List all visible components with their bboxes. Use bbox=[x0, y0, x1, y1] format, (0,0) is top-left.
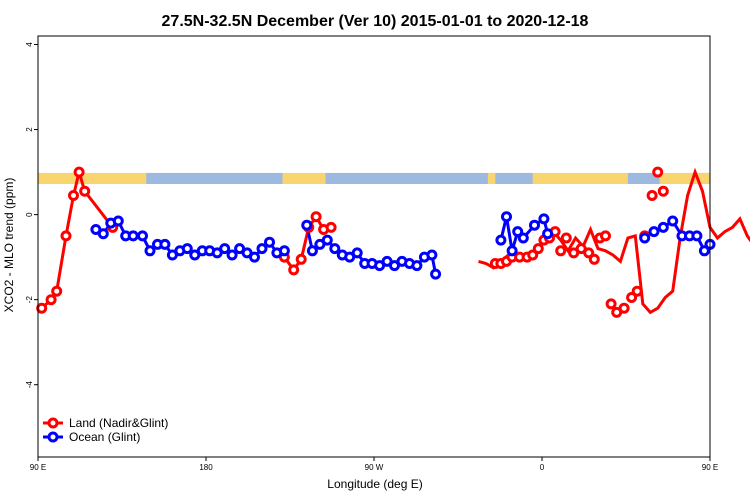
land-data-point bbox=[60, 230, 72, 242]
ocean-data-point bbox=[506, 245, 518, 257]
land-data-point bbox=[45, 294, 57, 306]
land-data-point bbox=[310, 211, 322, 223]
ocean-data-point bbox=[301, 219, 313, 231]
ocean-data-point bbox=[495, 234, 507, 246]
ocean-data-point bbox=[351, 247, 363, 259]
land-data-point bbox=[631, 285, 643, 297]
land-band-segment bbox=[282, 172, 326, 184]
ocean-data-point bbox=[426, 249, 438, 261]
y-tick-label: -4 bbox=[25, 381, 34, 389]
land-data-point bbox=[626, 292, 638, 303]
ocean-data-point bbox=[249, 251, 260, 263]
ocean-data-point bbox=[517, 232, 529, 244]
y-tick-label: 4 bbox=[25, 42, 34, 47]
ocean-data-point bbox=[657, 221, 669, 233]
ocean-data-point bbox=[329, 243, 341, 255]
land-band-segment bbox=[38, 172, 147, 184]
ocean-data-point bbox=[159, 238, 171, 250]
x-axis-ticks: 90 E 180 90 W 0 90 E bbox=[30, 457, 718, 472]
ocean-data-point bbox=[698, 245, 710, 257]
land-data-point bbox=[575, 243, 587, 255]
land-ocean-mask-band bbox=[38, 172, 710, 184]
land-data-point bbox=[568, 247, 580, 259]
ocean-data-point bbox=[538, 213, 550, 225]
ocean-data-point bbox=[181, 243, 193, 255]
legend-ocean-marker bbox=[47, 431, 59, 443]
ocean-data-point bbox=[691, 230, 703, 242]
ocean-data-point bbox=[211, 247, 223, 259]
y-axis-label: XCO2 - MLO trend (ppm) bbox=[2, 178, 16, 313]
ocean-data-point bbox=[648, 226, 660, 238]
ocean-data-point bbox=[667, 215, 679, 227]
x-tick-label: 90 W bbox=[365, 463, 384, 472]
land-data-point bbox=[555, 245, 567, 257]
ocean-data-point bbox=[542, 228, 554, 240]
x-tick-label: 90 E bbox=[702, 463, 718, 472]
y-tick-label: -2 bbox=[25, 296, 34, 304]
chart-title: 27.5N-32.5N December (Ver 10) 2015-01-01… bbox=[162, 13, 589, 30]
ocean-data-point bbox=[278, 245, 290, 257]
x-tick-label: 0 bbox=[540, 463, 545, 472]
y-tick-label: 2 bbox=[25, 127, 34, 132]
ocean-data-point bbox=[112, 215, 124, 227]
x-tick-label: 180 bbox=[199, 463, 213, 472]
series-points bbox=[36, 166, 716, 318]
y-axis-ticks: 4 2 0 -2 -4 bbox=[25, 42, 38, 389]
land-data-point bbox=[600, 230, 611, 242]
land-data-point bbox=[652, 166, 664, 178]
legend-land-label: Land (Nadir&Glint) bbox=[69, 416, 168, 430]
ocean-data-point bbox=[137, 230, 148, 242]
ocean-data-point bbox=[97, 228, 109, 240]
land-data-point bbox=[79, 185, 91, 197]
land-band-segment bbox=[532, 172, 628, 184]
y-tick-label: 0 bbox=[25, 212, 34, 217]
ocean-data-point bbox=[264, 236, 275, 248]
land-data-point bbox=[73, 166, 85, 178]
ocean-data-point bbox=[411, 260, 423, 272]
ocean-data-point bbox=[639, 232, 651, 244]
land-data-point bbox=[532, 243, 544, 255]
land-band-segment bbox=[487, 172, 496, 184]
ocean-data-point bbox=[306, 245, 318, 257]
land-data-point bbox=[618, 302, 630, 314]
ocean-data-point bbox=[144, 245, 156, 257]
land-data-point bbox=[527, 249, 539, 261]
x-tick-label: 90 E bbox=[30, 463, 46, 472]
land-data-point bbox=[51, 285, 63, 297]
ocean-band bbox=[38, 172, 710, 184]
legend-land-marker bbox=[47, 417, 59, 429]
land-data-point bbox=[325, 221, 337, 233]
plot-frame bbox=[37, 35, 711, 458]
ocean-data-point bbox=[321, 234, 333, 246]
ocean-data-point bbox=[226, 249, 238, 261]
legend: Land (Nadir&Glint) Ocean (Glint) bbox=[43, 416, 168, 444]
land-data-point bbox=[588, 253, 600, 265]
land-band-segment bbox=[659, 172, 710, 184]
land-data-point bbox=[605, 298, 617, 310]
land-data-point bbox=[288, 264, 300, 276]
x-axis-label: Longitude (deg E) bbox=[327, 477, 422, 491]
legend-ocean-label: Ocean (Glint) bbox=[69, 430, 140, 444]
ocean-data-point bbox=[234, 243, 246, 255]
land-data-point bbox=[295, 253, 307, 265]
ocean-data-point bbox=[127, 230, 139, 242]
land-data-point bbox=[560, 232, 572, 244]
land-data-point bbox=[36, 302, 48, 314]
ocean-data-point bbox=[256, 243, 268, 255]
ocean-data-point bbox=[219, 243, 231, 255]
land-data-point bbox=[68, 190, 79, 201]
land-data-point bbox=[646, 190, 658, 201]
ocean-data-point bbox=[512, 226, 524, 238]
land-data-point bbox=[657, 185, 669, 197]
ocean-data-point bbox=[501, 211, 512, 223]
ocean-data-point bbox=[529, 219, 540, 231]
ocean-data-point bbox=[430, 268, 442, 280]
land-data-point bbox=[583, 247, 595, 259]
